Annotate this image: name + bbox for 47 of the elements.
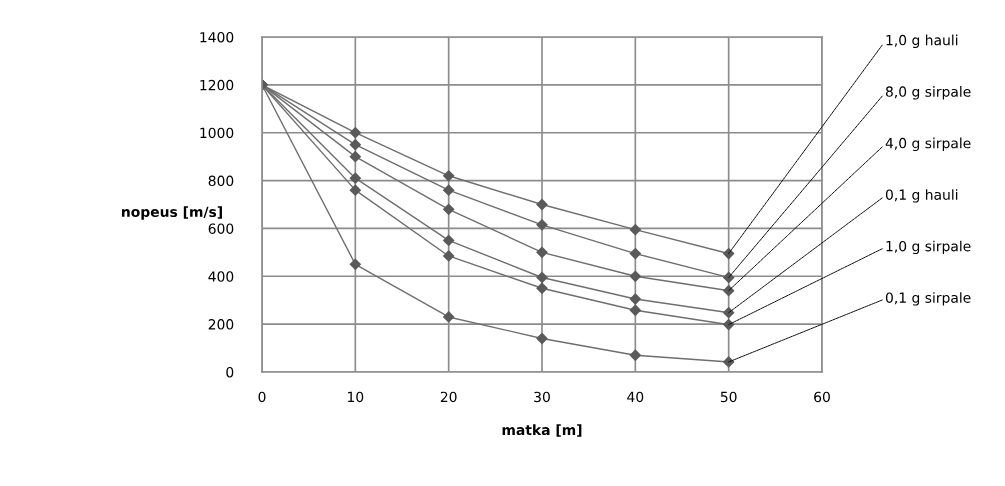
point	[629, 270, 641, 282]
x-tick-label: 10	[348, 391, 364, 403]
point	[629, 247, 641, 260]
y-tick-label: 400	[208, 271, 234, 282]
y-tick-label: 1400	[200, 31, 234, 43]
y-tick-label: 0	[226, 366, 234, 378]
point	[349, 184, 361, 196]
text: 0,1 g sirpale	[885, 292, 971, 306]
x-tick-label: 50	[720, 391, 737, 403]
point	[629, 349, 641, 361]
text: 4,0 g sirpale	[885, 137, 971, 152]
y-tick-label: 1000	[200, 127, 234, 139]
text: 8,0 g sirpale	[885, 86, 971, 100]
point	[349, 139, 361, 151]
text: 0,1 g hauli	[885, 189, 958, 203]
text: 1,0 g sirpale	[886, 240, 971, 255]
x-tick-label: 40	[627, 391, 644, 403]
x-axis-title: matka [m]	[502, 424, 582, 437]
y-tick-label: 600	[208, 223, 234, 234]
point	[443, 311, 455, 323]
point	[443, 250, 455, 262]
x-tick-label: 60	[814, 391, 830, 403]
y-tick-label: 800	[208, 175, 234, 187]
point	[349, 258, 361, 270]
point	[349, 127, 361, 139]
point	[629, 293, 641, 305]
point	[536, 282, 548, 294]
point	[443, 234, 455, 246]
point	[443, 170, 455, 182]
point	[443, 184, 455, 196]
point	[536, 332, 548, 345]
point	[536, 219, 548, 231]
point	[536, 246, 548, 258]
x-tick-label: 0	[258, 391, 266, 403]
point	[443, 203, 455, 215]
x-tick-label: 30	[534, 391, 550, 403]
point	[349, 172, 361, 184]
text: 1,0 g hauli	[886, 34, 958, 49]
y-tick-label: 200	[208, 319, 234, 330]
point	[349, 151, 361, 163]
point	[629, 304, 641, 316]
point	[536, 198, 548, 211]
x-tick-label: 20	[440, 391, 457, 403]
point	[536, 271, 548, 284]
y-axis-title: nopeus [m/s]	[122, 206, 222, 220]
y-tick-label: 1200	[200, 79, 234, 91]
point	[629, 224, 641, 236]
